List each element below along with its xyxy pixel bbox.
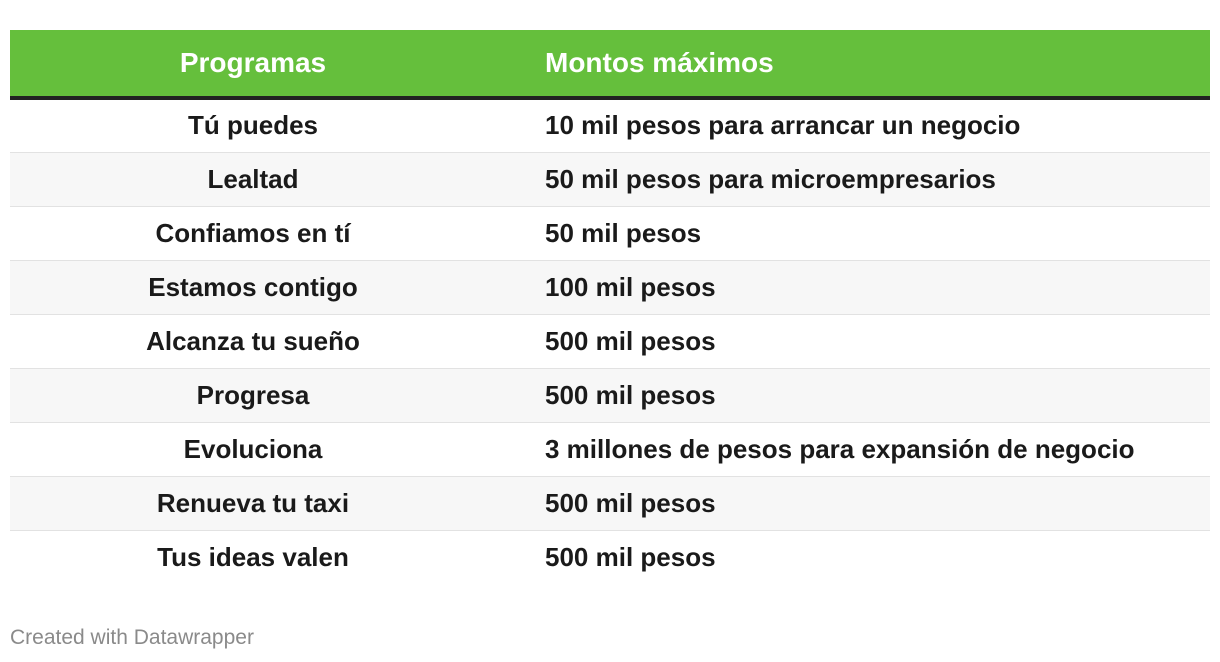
- cell-programa: Lealtad: [10, 152, 496, 207]
- cell-programa: Progresa: [10, 368, 496, 423]
- table-row: Renueva tu taxi 500 mil pesos: [10, 476, 1210, 531]
- cell-programa: Tus ideas valen: [157, 541, 349, 572]
- cell-programa: Estamos contigo: [10, 260, 496, 315]
- cell-monto: 50 mil pesos para microempresarios: [496, 152, 1210, 207]
- cell-monto: 500 mil pesos: [545, 541, 716, 572]
- data-table-container: Programas Montos máximos Tú puedes 10 mi…: [10, 30, 1210, 584]
- cell-programa: Renueva tu taxi: [10, 476, 496, 531]
- header-row: Programas Montos máximos: [10, 30, 1210, 100]
- cell-programa: Evoluciona: [10, 422, 496, 477]
- cell-programa: Confiamos en tí: [10, 206, 496, 261]
- cell-programa: Tú puedes: [10, 98, 496, 153]
- cell-monto: 500 mil pesos: [496, 314, 1210, 369]
- table-row: Progresa 500 mil pesos: [10, 368, 1210, 423]
- column-header-montos: Montos máximos: [496, 30, 1210, 100]
- cell-monto: 50 mil pesos: [496, 206, 1210, 261]
- cell-monto: 3 millones de pesos para expansión de ne…: [496, 422, 1210, 477]
- cell-monto: 10 mil pesos para arrancar un negocio: [496, 98, 1210, 153]
- cell-monto: 500 mil pesos: [496, 368, 1210, 423]
- table-row: Alcanza tu sueño 500 mil pesos: [10, 314, 1210, 369]
- table-body: Tú puedes 10 mil pesos para arrancar un …: [10, 98, 1210, 584]
- table-row: Confiamos en tí 50 mil pesos: [10, 206, 1210, 261]
- data-table: Programas Montos máximos Tú puedes 10 mi…: [10, 30, 1210, 584]
- cell-monto: 500 mil pesos: [496, 476, 1210, 531]
- column-header-programas: Programas: [10, 30, 496, 100]
- cell-monto: 100 mil pesos: [496, 260, 1210, 315]
- table-row: Tú puedes 10 mil pesos para arrancar un …: [10, 98, 1210, 153]
- table-row: Lealtad 50 mil pesos para microempresari…: [10, 152, 1210, 207]
- table-row: Tus ideas valen 500 mil pesos: [10, 530, 1210, 584]
- table-row: Evoluciona 3 millones de pesos para expa…: [10, 422, 1210, 477]
- datawrapper-credit: Created with Datawrapper: [10, 626, 254, 649]
- cell-programa: Alcanza tu sueño: [10, 314, 496, 369]
- table-row: Estamos contigo 100 mil pesos: [10, 260, 1210, 315]
- table-header: Programas Montos máximos: [10, 30, 1210, 100]
